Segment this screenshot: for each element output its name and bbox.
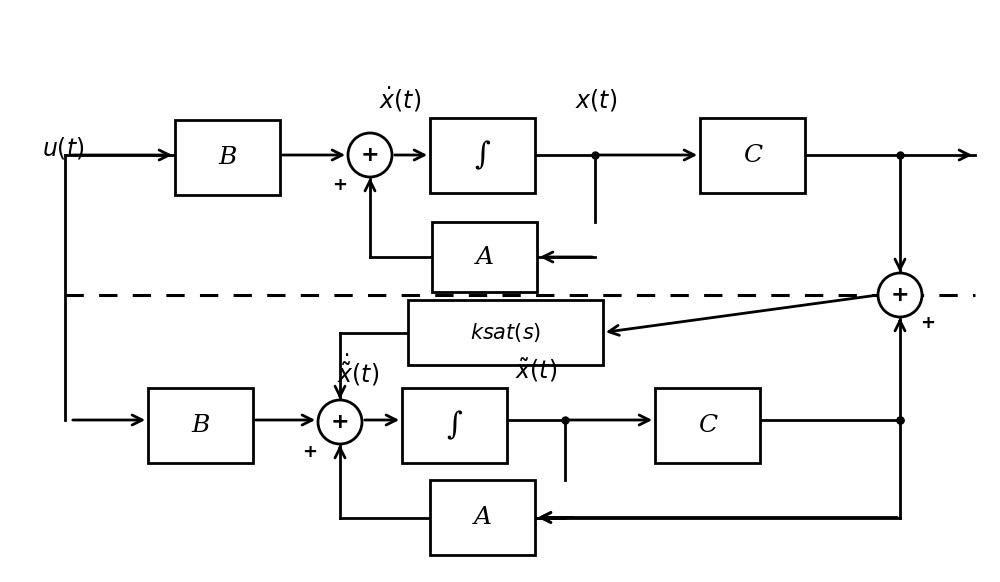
Text: C: C — [698, 414, 717, 437]
Circle shape — [348, 133, 392, 177]
Text: +: + — [920, 314, 936, 332]
Text: B: B — [218, 146, 237, 169]
Text: +: + — [331, 412, 349, 432]
Bar — [408, 300, 603, 365]
Text: +: + — [891, 285, 909, 305]
Bar — [175, 120, 280, 195]
Text: $u(t)$: $u(t)$ — [42, 135, 85, 161]
Bar — [655, 388, 760, 463]
Text: $\tilde{x}(t)$: $\tilde{x}(t)$ — [515, 356, 557, 384]
Text: C: C — [743, 144, 762, 167]
Text: $ksat(s)$: $ksat(s)$ — [470, 321, 541, 344]
Text: A: A — [474, 506, 492, 529]
Circle shape — [878, 273, 922, 317]
Bar — [430, 480, 535, 555]
Text: +: + — [361, 145, 379, 165]
Bar — [402, 388, 507, 463]
Text: $\dot{\tilde{x}}(t)$: $\dot{\tilde{x}}(t)$ — [337, 352, 379, 388]
Text: ∫: ∫ — [475, 140, 490, 171]
Bar — [148, 388, 253, 463]
Text: B: B — [191, 414, 210, 437]
Text: A: A — [476, 246, 494, 268]
Text: $x(t)$: $x(t)$ — [575, 87, 617, 113]
Circle shape — [318, 400, 362, 444]
Bar — [432, 222, 537, 292]
Text: +: + — [332, 176, 348, 194]
Text: ∫: ∫ — [447, 410, 462, 441]
Bar — [430, 118, 535, 193]
Text: $\dot{x}(t)$: $\dot{x}(t)$ — [379, 86, 421, 115]
Bar — [700, 118, 805, 193]
Text: +: + — [302, 443, 318, 461]
